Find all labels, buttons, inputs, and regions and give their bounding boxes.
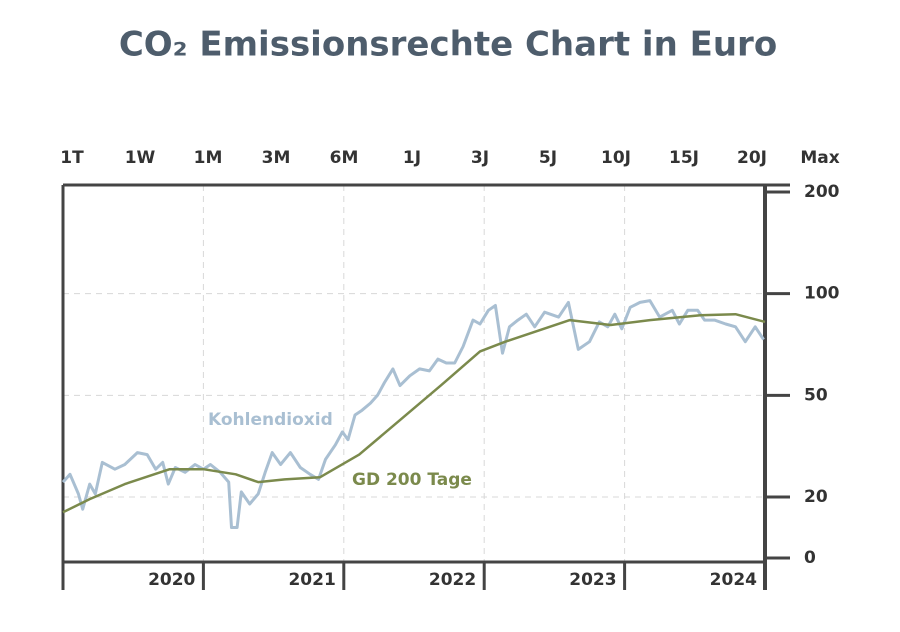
- y-tick-label: 200: [804, 182, 840, 202]
- x-period-label: 2024: [710, 570, 757, 590]
- period-button[interactable]: 3M: [262, 148, 291, 168]
- x-period-label: 2023: [569, 570, 616, 590]
- period-button[interactable]: 5J: [539, 148, 557, 168]
- x-period-label: 2020: [148, 570, 195, 590]
- period-button[interactable]: 3J: [471, 148, 489, 168]
- x-period-label: 2021: [288, 570, 335, 590]
- period-button[interactable]: 20J: [737, 148, 767, 168]
- period-button[interactable]: Max: [800, 148, 839, 168]
- chart-title: CO₂ Emissionsrechte Chart in Euro: [119, 25, 777, 65]
- y-tick-label: 50: [804, 385, 828, 405]
- series-line: [61, 299, 765, 529]
- period-button[interactable]: 15J: [669, 148, 699, 168]
- period-button[interactable]: 1M: [194, 148, 223, 168]
- series-label: Kohlendioxid: [208, 410, 333, 430]
- period-button[interactable]: 6M: [330, 148, 359, 168]
- y-tick-label: 100: [804, 284, 840, 304]
- x-period-label: 2022: [429, 570, 476, 590]
- period-button[interactable]: 1J: [403, 148, 421, 168]
- period-button[interactable]: 10J: [601, 148, 631, 168]
- series-label: GD 200 Tage: [352, 470, 472, 490]
- y-tick-label: 0: [804, 548, 816, 568]
- period-button[interactable]: 1W: [125, 148, 156, 168]
- period-button[interactable]: 1T: [60, 148, 84, 168]
- y-tick-label: 20: [804, 487, 828, 507]
- series-line: [62, 312, 766, 514]
